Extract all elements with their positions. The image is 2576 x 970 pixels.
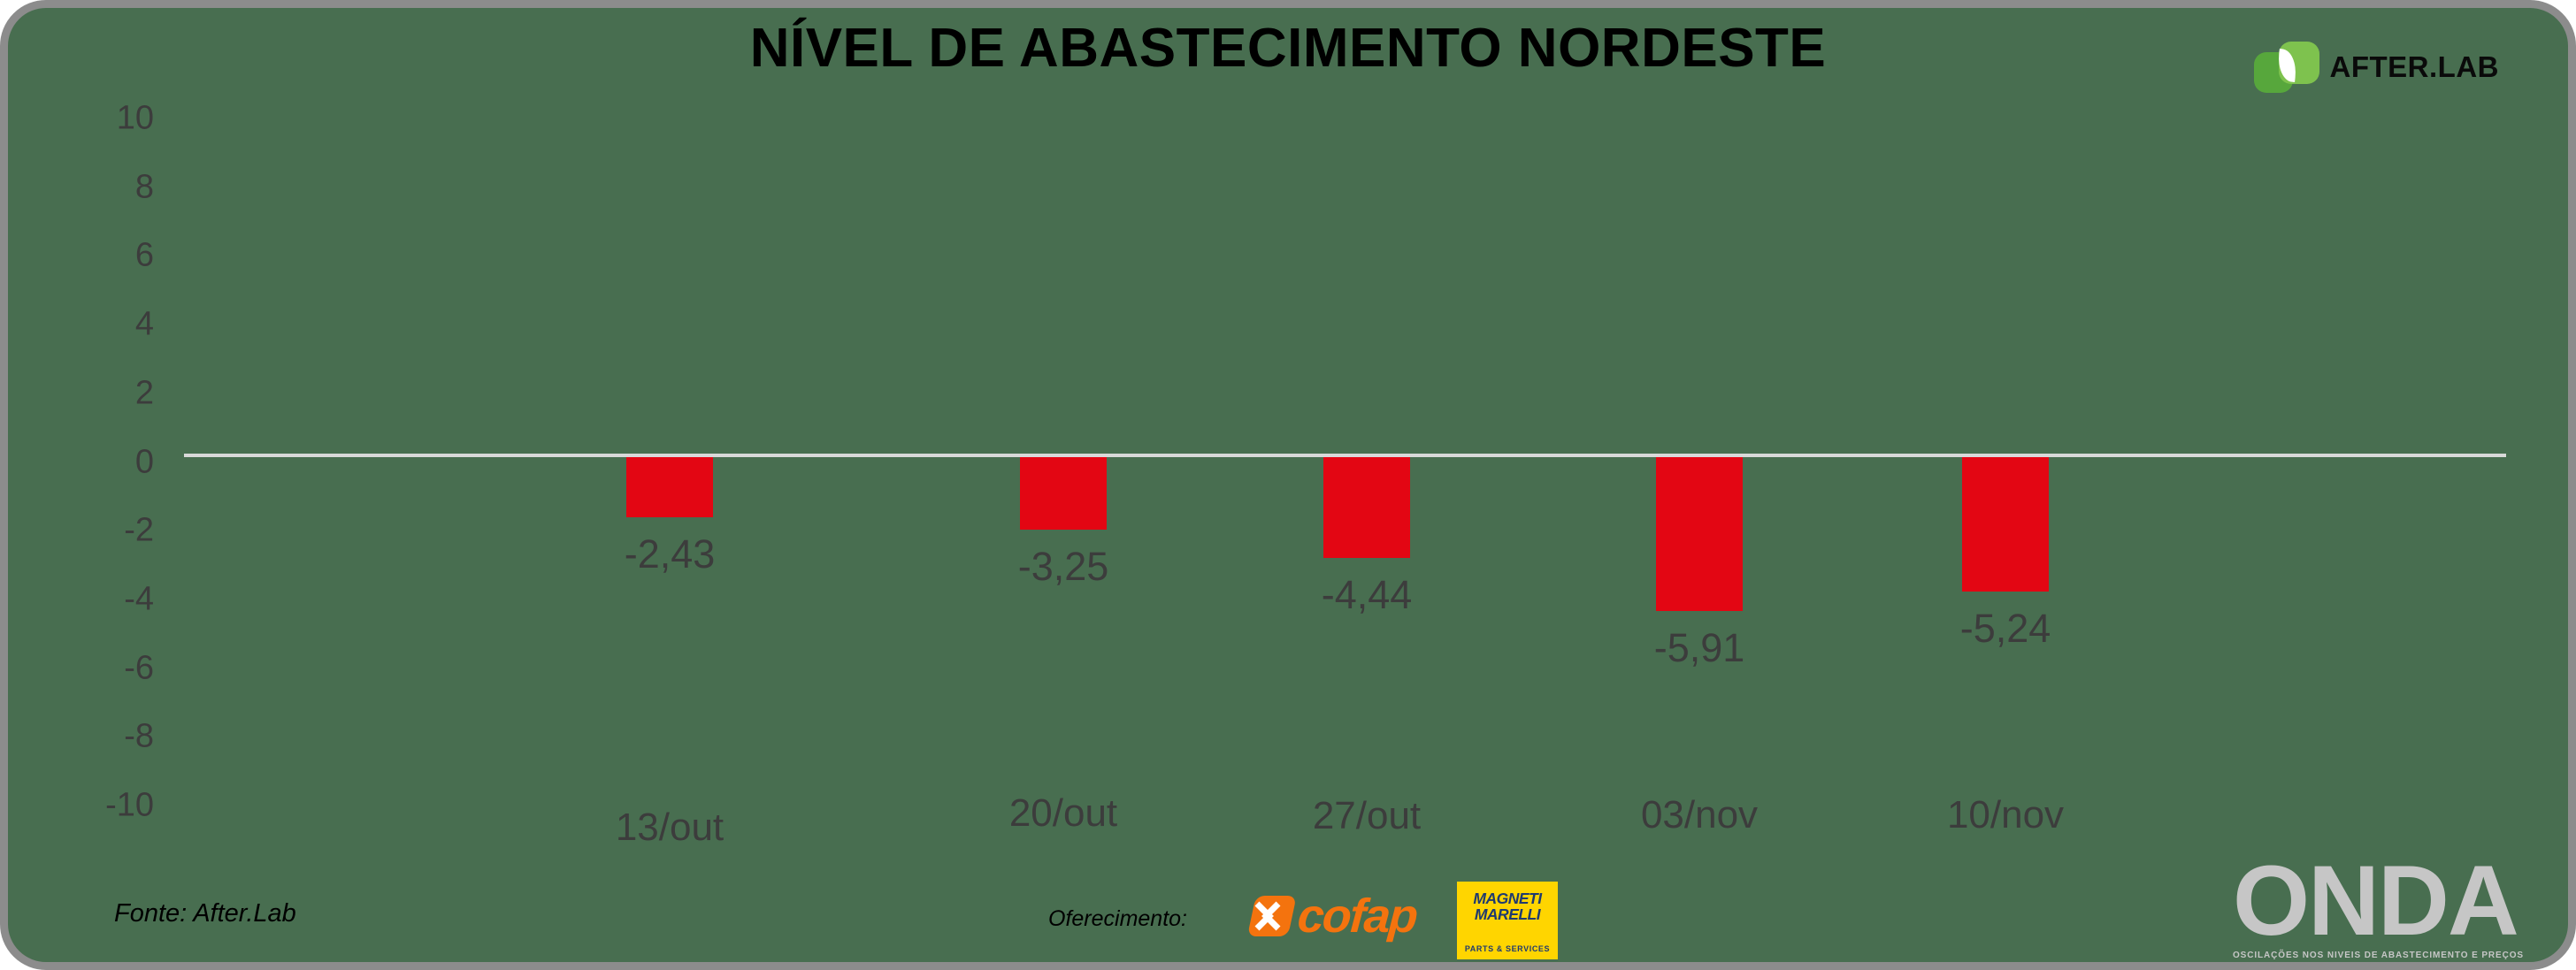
y-axis-tick-label: 0	[134, 443, 154, 480]
onda-wordmark: ONDA	[2232, 845, 2519, 956]
x-axis-category-label: 10/nov	[1946, 793, 2065, 836]
magneti-line2: MARELLI	[1474, 905, 1541, 923]
source-note: Fonte: After.Lab	[114, 899, 296, 928]
y-axis-tick-label: -6	[124, 649, 154, 687]
x-axis-category-label: 27/out	[1312, 794, 1422, 837]
onda-logo: ONDA OSCILAÇÕES NOS NIVEIS DE ABASTECIME…	[2232, 845, 2524, 961]
x-axis-category-label: 03/nov	[1640, 793, 1759, 836]
bar	[1962, 457, 2049, 592]
magneti-line1: MAGNETI	[1473, 890, 1542, 907]
y-axis-tick-label: -10	[105, 786, 154, 824]
y-axis-tick-label: -2	[124, 511, 154, 549]
y-axis-tick-label: 10	[116, 99, 154, 137]
zero-axis-line	[184, 454, 2506, 457]
cofap-logo: cofap	[1239, 889, 1419, 943]
sponsorship-label: Oferecimento:	[1048, 906, 1188, 931]
afterlab-leaf-icon	[2253, 42, 2319, 93]
bar-value-label: -3,25	[1017, 544, 1109, 589]
bar-value-label: -5,24	[1959, 606, 2051, 651]
bar-chart-plot-area: 10 8 6 4 2 0 -2 -4 -6 -8 -10 -2,43 13/out -3,25 20/out…	[8, 8, 2568, 962]
bar-value-label: -2,43	[624, 531, 716, 577]
y-axis-tick-label: 6	[134, 236, 154, 274]
magneti-marelli-wordmark: MAGNETI MARELLI	[1473, 890, 1542, 923]
x-axis-category-label: 20/out	[1008, 791, 1118, 835]
bar-value-label: -4,44	[1321, 572, 1413, 617]
magneti-marelli-logo: MAGNETI MARELLI PARTS & SERVICES	[1457, 882, 1558, 959]
y-axis-tick-label: 8	[134, 168, 154, 206]
y-axis-tick-label: -4	[124, 580, 154, 618]
bar	[1656, 457, 1743, 611]
y-axis-tick-label: 2	[134, 374, 154, 412]
x-axis-category-label: 13/out	[615, 806, 724, 849]
bar-value-label: -5,91	[1653, 625, 1745, 670]
onda-tagline: OSCILAÇÕES NOS NIVEIS DE ABASTECIMENTO E…	[2232, 951, 2524, 961]
chart-title: NÍVEL DE ABASTECIMENTO NORDESTE	[749, 18, 1827, 79]
y-axis-tick-label: -8	[124, 717, 154, 755]
cofap-chevron-icon	[1248, 896, 1295, 936]
bar	[626, 457, 713, 517]
bar	[1020, 457, 1107, 530]
y-axis-tick-label: 4	[134, 305, 154, 343]
afterlab-logo: AFTER.LAB	[2253, 42, 2499, 93]
magneti-marelli-subtitle: PARTS & SERVICES	[1464, 944, 1551, 953]
cofap-wordmark: cofap	[1295, 890, 1419, 943]
bar	[1323, 457, 1410, 558]
afterlab-wordmark: AFTER.LAB	[2329, 50, 2499, 83]
